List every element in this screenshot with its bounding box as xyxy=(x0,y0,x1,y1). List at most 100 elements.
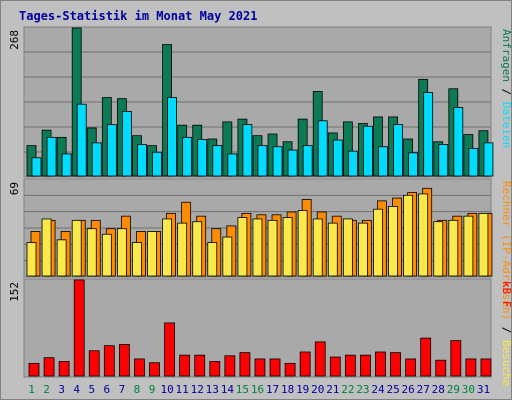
kbytes-bar xyxy=(420,337,432,377)
day-label: 25 xyxy=(386,383,399,396)
kbytes-bar xyxy=(209,361,221,377)
kbytes-bar xyxy=(299,351,311,377)
visits-sites-bar xyxy=(56,239,67,277)
hits-files-bar xyxy=(257,145,268,177)
kbytes-bar xyxy=(284,362,296,377)
visits-sites-bar xyxy=(237,217,248,277)
hits-files-bar xyxy=(272,146,283,177)
hits-files-bar xyxy=(423,92,434,177)
kbytes-bar xyxy=(360,354,371,377)
kbytes-bar xyxy=(254,358,266,377)
visits-sites-bar xyxy=(71,219,82,277)
kbytes-bar xyxy=(58,361,70,377)
visits-sites-bar xyxy=(312,218,323,277)
day-label: 10 xyxy=(160,383,173,396)
hits-files-bar xyxy=(91,142,102,177)
visits-sites-bar xyxy=(101,233,112,277)
day-label: 23 xyxy=(356,383,369,396)
visits-sites-bar xyxy=(373,208,383,277)
visits-sites-bar xyxy=(463,215,474,277)
hits-files-bar xyxy=(347,150,358,177)
hits-files-bar xyxy=(152,151,162,177)
hits-files-bar xyxy=(31,157,42,177)
visits-sites-bar xyxy=(418,193,429,277)
day-label: 11 xyxy=(176,383,189,396)
kbytes-bar xyxy=(134,358,145,377)
kbytes-bar xyxy=(28,362,40,377)
visits-sites-bar xyxy=(282,217,293,277)
day-label: 14 xyxy=(221,383,235,396)
day-label: 22 xyxy=(341,383,354,396)
day-label: 17 xyxy=(266,383,279,396)
kbytes-bar xyxy=(43,357,55,377)
kbytes-bar xyxy=(103,345,115,377)
day-label: 30 xyxy=(462,383,475,396)
visits-sites-bar xyxy=(342,218,353,277)
hits-files-bar xyxy=(137,144,147,177)
day-label: 21 xyxy=(326,383,339,396)
hits-files-bar xyxy=(317,120,328,177)
kbytes-scale-label: 152 xyxy=(8,282,21,302)
day-label: 31 xyxy=(477,383,490,396)
day-label: 7 xyxy=(119,383,126,396)
hits-files-bar xyxy=(197,139,208,177)
day-label: 1 xyxy=(28,383,35,396)
day-label: 5 xyxy=(88,383,95,396)
hits-files-bar xyxy=(46,136,57,177)
hits-files-bar xyxy=(121,110,132,177)
day-label: 9 xyxy=(149,383,156,396)
visits-sites-legend: Rechner (IP-Adressen) / Besuche xyxy=(500,181,512,386)
visits-sites-bar xyxy=(478,212,489,277)
day-label: 19 xyxy=(296,383,309,396)
chart-title: Tages-Statistik im Monat May 2021 xyxy=(19,9,257,23)
hits-files-legend-item: Anfragen xyxy=(500,29,512,82)
visits-sites-bar xyxy=(388,206,398,277)
hits-files-bar xyxy=(468,147,479,177)
visits-sites-bar xyxy=(41,218,52,277)
visits-sites-bar xyxy=(327,222,338,277)
visits-sites-legend-item: Rechner (IP-Adressen) xyxy=(500,181,512,320)
hits-files-bar xyxy=(106,124,117,177)
hits-files-scale-label: 268 xyxy=(8,30,21,50)
hits-files-bar xyxy=(438,144,449,177)
hits-files-legend: Anfragen / Dateien xyxy=(500,29,512,148)
hits-files-bar xyxy=(363,125,373,177)
kbytes-bar xyxy=(73,279,85,377)
hits-files-bar xyxy=(182,136,193,177)
kbytes-bar xyxy=(224,355,236,377)
hits-files-bar xyxy=(227,153,238,177)
hits-files-bar xyxy=(453,107,464,177)
kbytes-bar xyxy=(88,350,100,377)
day-label: 18 xyxy=(281,383,294,396)
kbytes-bar xyxy=(480,358,492,377)
visits-sites-scale-label: 69 xyxy=(8,182,21,195)
day-label: 24 xyxy=(371,383,385,396)
hits-files-bar xyxy=(378,146,388,177)
kbytes-bar xyxy=(194,354,206,377)
visits-sites-bar xyxy=(297,210,308,277)
hits-files-bar xyxy=(483,142,494,177)
hits-files-bar xyxy=(287,149,298,177)
visits-sites-bar xyxy=(86,228,97,277)
hits-files-panel: 268 Anfragen / Dateien xyxy=(8,26,512,178)
visits-sites-bar xyxy=(252,218,263,277)
hits-files-bar xyxy=(76,103,87,177)
kbytes-bar xyxy=(465,358,477,377)
kbytes-bar xyxy=(405,358,417,377)
hits-files-legend-item: Dateien xyxy=(500,95,512,148)
hits-files-bar xyxy=(242,124,253,177)
day-label: 2 xyxy=(43,383,50,396)
day-label: 8 xyxy=(134,383,141,396)
visits-sites-bar xyxy=(162,218,172,277)
kbytes-bar xyxy=(450,340,462,377)
visits-sites-bar xyxy=(267,219,278,277)
visits-sites-bar xyxy=(132,242,142,277)
day-label: 6 xyxy=(104,383,111,396)
kbytes-bar xyxy=(344,354,356,377)
hits-files-bar xyxy=(302,145,313,177)
visits-sites-bar xyxy=(207,242,218,277)
kbytes-bar xyxy=(239,352,251,377)
hits-files-bar xyxy=(393,124,403,177)
hits-files-bar xyxy=(222,121,233,177)
hits-files-bar xyxy=(332,139,343,177)
